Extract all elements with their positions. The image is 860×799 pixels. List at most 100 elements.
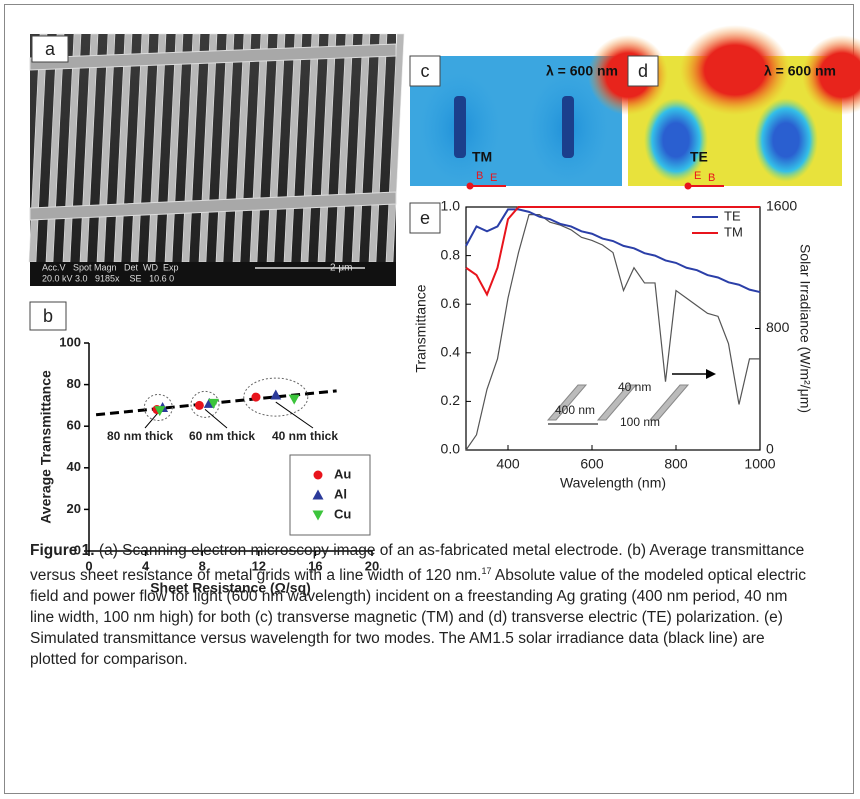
field-c-wire: [454, 96, 466, 158]
annotation-pointer: [144, 412, 159, 429]
field-dot: [466, 182, 474, 190]
mode-label: TE: [690, 149, 708, 165]
field-d-cold: [644, 98, 708, 182]
field-label: B: [476, 170, 483, 182]
inset-wire: [546, 384, 588, 421]
y-tick-label: 0: [74, 542, 81, 557]
y2-tick-label: 800: [766, 319, 790, 335]
y-tick-label: 100: [59, 334, 81, 349]
panel-label: b: [43, 306, 53, 326]
y2-tick-label: 1600: [766, 198, 797, 214]
legend-label: TE: [724, 208, 741, 223]
wavelength-label: λ = 600 nm: [764, 63, 836, 79]
axis-arrow-head: [706, 369, 716, 379]
series-line: [465, 206, 760, 297]
point: [270, 389, 282, 400]
caption-label: Figure 1.: [30, 542, 95, 559]
inset-label: 400 nm: [555, 403, 595, 417]
panel-label-box: [409, 202, 441, 234]
sem-databar: [30, 262, 396, 286]
irradiance-line: [465, 213, 760, 451]
legend-label: Au: [334, 466, 351, 481]
inset-wire: [648, 384, 690, 421]
x-tick-label: 600: [580, 456, 604, 472]
plot-frame: [465, 206, 761, 451]
panel-label-box: [31, 35, 69, 63]
group-ring: [143, 393, 173, 421]
y-tick-label: 1.0: [441, 198, 461, 214]
y-axis-label: Transmittance: [413, 284, 429, 372]
group-ring: [243, 377, 309, 417]
field-c-wire: [562, 96, 574, 158]
y2-tick-label: 0: [766, 441, 774, 457]
field-label: B: [708, 172, 715, 184]
field-dot: [684, 182, 692, 190]
legend-label: Cu: [334, 506, 351, 521]
point: [251, 392, 261, 402]
caption-text: Absolute value of the modeled optical el…: [30, 567, 806, 669]
x-axis-label: Wavelength (nm): [560, 475, 666, 491]
figure-frame: [4, 4, 854, 794]
group-ring: [190, 390, 220, 418]
legend-label: Al: [334, 486, 347, 501]
point: [208, 398, 220, 409]
point: [313, 470, 323, 480]
point: [154, 406, 166, 417]
y-axis-label: Average Transmittance: [38, 370, 54, 524]
annotation-pointer: [275, 401, 314, 429]
x-tick-label: 400: [496, 456, 520, 472]
y-tick-label: 0.8: [441, 246, 461, 262]
sem-crossbar: [29, 43, 397, 71]
panel-label-box: [29, 301, 67, 331]
inset-label: 40 nm: [618, 380, 651, 394]
sem-image: [28, 33, 405, 286]
panel-label-box: [627, 55, 659, 87]
x-tick-label: 800: [664, 456, 688, 472]
panel-label-box: [409, 55, 441, 87]
y-tick-label: 20: [67, 501, 81, 516]
inset-wire: [596, 384, 638, 421]
y-tick-label: 40: [67, 459, 81, 474]
annotation-pointer: [204, 408, 228, 429]
field-label: E: [694, 170, 701, 182]
point: [194, 400, 204, 410]
legend-label: TM: [724, 224, 743, 239]
panel-label: e: [420, 208, 430, 228]
annotation: 60 nm thick: [189, 429, 255, 443]
point: [312, 510, 324, 521]
sem-crossbar: [29, 191, 397, 221]
scale-bar-label: 2 μm: [330, 263, 352, 274]
annotation: 40 nm thick: [272, 429, 338, 443]
field-d-hot: [802, 35, 860, 115]
y-tick-label: 0.4: [441, 344, 461, 360]
sem-text: 20.0 kV 3.0 9185x SE 10.6 0: [42, 273, 174, 283]
y-tick-label: 0.0: [441, 441, 461, 457]
point: [312, 489, 324, 500]
mode-label: TM: [472, 149, 492, 165]
y-tick-label: 60: [67, 418, 81, 433]
caption-text: (a) Scanning electron microscopy image o…: [30, 542, 805, 585]
x-tick-label: 0: [85, 558, 92, 573]
caption-ref: 17: [481, 566, 492, 576]
x-tick-label: 12: [252, 558, 266, 573]
x-tick-label: 1000: [744, 456, 775, 472]
field-label: E: [490, 172, 497, 184]
panel-label: a: [45, 39, 56, 59]
y2-axis-label: Solar Irradiance (W/m²/μm): [797, 244, 813, 413]
annotation: 80 nm thick: [107, 429, 173, 443]
inset-label: 100 nm: [620, 415, 660, 429]
series-line: [465, 208, 761, 294]
x-tick-label: 20: [365, 558, 379, 573]
panel-label: c: [421, 61, 430, 81]
point: [288, 394, 300, 405]
x-tick-label: 16: [308, 558, 322, 573]
x-axis-label: Sheet Resistance (Ω/sq): [150, 580, 311, 596]
y-tick-label: 0.2: [441, 392, 461, 408]
sem-text: Acc.V Spot Magn Det WD Exp: [42, 262, 179, 272]
panel-label: d: [638, 61, 648, 81]
legend-box: [289, 454, 371, 536]
wavelength-label: λ = 600 nm: [546, 63, 618, 79]
field-d-cold: [754, 98, 818, 182]
